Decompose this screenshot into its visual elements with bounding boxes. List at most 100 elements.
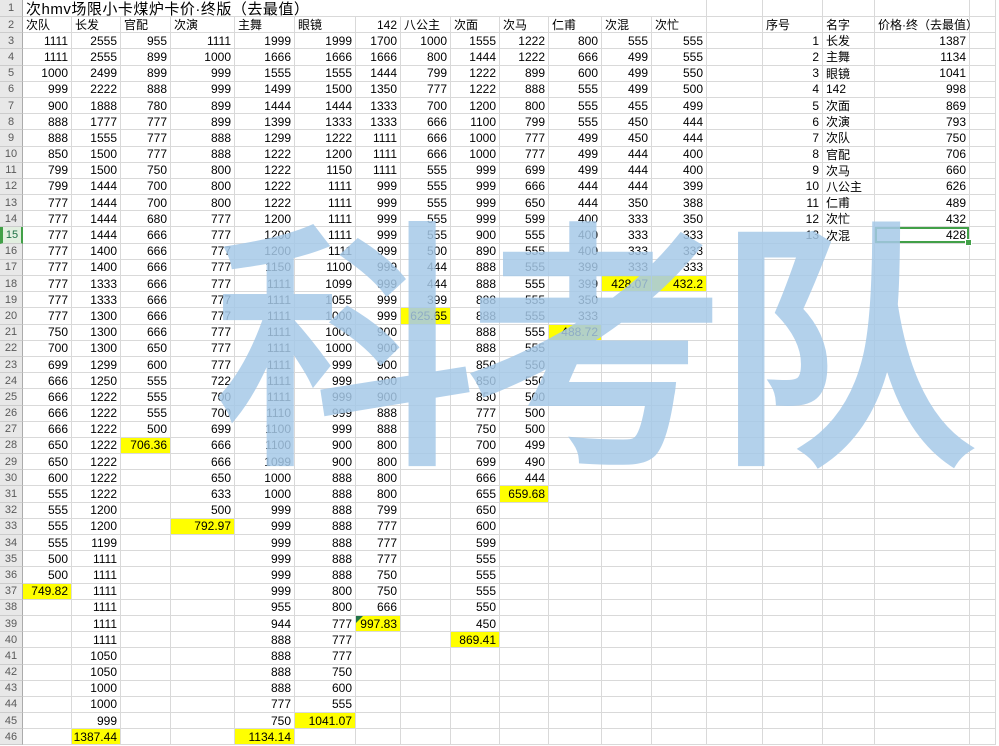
cell-r18-次忙[interactable]: 432.2 bbox=[652, 276, 707, 293]
cell[interactable] bbox=[707, 292, 763, 309]
cell-r42-次演[interactable] bbox=[171, 664, 235, 681]
cell-r15-次忙[interactable]: 333 bbox=[652, 227, 707, 244]
cell-r14-仁甫[interactable]: 400 bbox=[549, 211, 602, 228]
cell-r46-次马[interactable] bbox=[500, 729, 549, 746]
cell-r5-次混[interactable]: 499 bbox=[602, 65, 652, 82]
cell[interactable] bbox=[763, 648, 823, 665]
cell-r38-次混[interactable] bbox=[602, 599, 652, 616]
row-header-5[interactable]: 5 bbox=[0, 65, 23, 82]
cell[interactable] bbox=[970, 243, 996, 260]
cell-r30-142[interactable]: 800 bbox=[356, 470, 401, 487]
cell-r37-次演[interactable] bbox=[171, 583, 235, 600]
cell-r15-主舞[interactable]: 1200 bbox=[235, 227, 295, 244]
cell-r36-142[interactable]: 750 bbox=[356, 567, 401, 584]
cell[interactable] bbox=[970, 615, 996, 633]
rank-index-8[interactable]: 8 bbox=[763, 146, 823, 163]
cell-r33-主舞[interactable]: 999 bbox=[235, 518, 295, 535]
row-header-43[interactable]: 43 bbox=[0, 680, 23, 697]
cell-r35-八公主[interactable] bbox=[401, 551, 451, 568]
cell-r11-官配[interactable]: 750 bbox=[121, 162, 171, 179]
cell[interactable] bbox=[763, 0, 823, 17]
cell-r44-主舞[interactable]: 777 bbox=[235, 696, 295, 714]
cell-r4-八公主[interactable]: 800 bbox=[401, 49, 451, 66]
cell-r34-次马[interactable] bbox=[500, 535, 549, 552]
cell-r6-官配[interactable]: 888 bbox=[121, 81, 171, 98]
cell[interactable] bbox=[875, 502, 970, 519]
rank-price-4[interactable]: 998 bbox=[875, 81, 970, 98]
cell[interactable] bbox=[970, 632, 996, 649]
cell-r32-眼镜[interactable]: 888 bbox=[295, 502, 356, 519]
rank-header-index[interactable]: 序号 bbox=[763, 17, 823, 34]
cell-r31-次忙[interactable] bbox=[652, 486, 707, 503]
cell[interactable] bbox=[763, 551, 823, 568]
cell-r45-次队[interactable] bbox=[23, 713, 72, 730]
cell-r19-142[interactable]: 999 bbox=[356, 292, 401, 309]
cell[interactable] bbox=[707, 130, 763, 147]
cell[interactable] bbox=[875, 389, 970, 406]
cell-r13-主舞[interactable]: 1222 bbox=[235, 195, 295, 212]
cell-r9-主舞[interactable]: 1299 bbox=[235, 130, 295, 147]
cell[interactable] bbox=[823, 664, 875, 681]
rank-index-13[interactable]: 13 bbox=[763, 227, 823, 244]
cell[interactable] bbox=[875, 615, 970, 633]
cell-r8-长发[interactable]: 1777 bbox=[72, 114, 121, 131]
cell-r25-眼镜[interactable]: 999 bbox=[295, 389, 356, 406]
cell[interactable] bbox=[875, 243, 970, 260]
cell-r7-次忙[interactable]: 499 bbox=[652, 97, 707, 115]
cell-r43-官配[interactable] bbox=[121, 680, 171, 697]
cell-r3-主舞[interactable]: 1999 bbox=[235, 33, 295, 50]
rank-name-3[interactable]: 眼镜 bbox=[823, 65, 875, 82]
cell-r18-次混[interactable]: 428.07 bbox=[602, 276, 652, 293]
rank-index-1[interactable]: 1 bbox=[763, 33, 823, 50]
cell-r33-次忙[interactable] bbox=[652, 518, 707, 535]
cell-r17-次忙[interactable]: 333 bbox=[652, 259, 707, 276]
cell-r28-次混[interactable] bbox=[602, 437, 652, 455]
cell-r20-次面[interactable]: 888 bbox=[451, 308, 500, 325]
cell-r29-主舞[interactable]: 1099 bbox=[235, 454, 295, 471]
cell-r42-八公主[interactable] bbox=[401, 664, 451, 681]
row-header-18[interactable]: 18 bbox=[0, 276, 23, 293]
cell-r40-眼镜[interactable]: 777 bbox=[295, 632, 356, 649]
cell-r22-眼镜[interactable]: 1000 bbox=[295, 340, 356, 357]
cell-r37-八公主[interactable] bbox=[401, 583, 451, 600]
cell-r22-主舞[interactable]: 1111 bbox=[235, 340, 295, 357]
cell[interactable] bbox=[707, 178, 763, 196]
cell-r41-仁甫[interactable] bbox=[549, 648, 602, 665]
cell-r34-主舞[interactable]: 999 bbox=[235, 535, 295, 552]
cell[interactable] bbox=[707, 162, 763, 179]
row-header-23[interactable]: 23 bbox=[0, 356, 23, 374]
cell[interactable] bbox=[763, 713, 823, 730]
cell[interactable] bbox=[823, 437, 875, 455]
cell[interactable] bbox=[970, 276, 996, 293]
cell-r9-长发[interactable]: 1555 bbox=[72, 130, 121, 147]
cell-r42-次混[interactable] bbox=[602, 664, 652, 681]
cell[interactable] bbox=[707, 437, 763, 455]
cell-r33-眼镜[interactable]: 888 bbox=[295, 518, 356, 535]
cell-r24-眼镜[interactable]: 999 bbox=[295, 373, 356, 390]
cell-r6-次忙[interactable]: 500 bbox=[652, 81, 707, 98]
cell-r10-次演[interactable]: 888 bbox=[171, 146, 235, 163]
cell[interactable] bbox=[970, 162, 996, 179]
cell-r43-142[interactable] bbox=[356, 680, 401, 697]
cell[interactable] bbox=[875, 308, 970, 325]
rank-price-13[interactable]: 428 bbox=[875, 227, 972, 246]
row-header-22[interactable]: 22 bbox=[0, 340, 23, 357]
cell-r32-次面[interactable]: 650 bbox=[451, 502, 500, 519]
row-header-21[interactable]: 21 bbox=[0, 324, 23, 341]
row-header-35[interactable]: 35 bbox=[0, 551, 23, 568]
cell-r24-次混[interactable] bbox=[602, 373, 652, 390]
cell-r22-次队[interactable]: 700 bbox=[23, 340, 72, 357]
cell-r6-142[interactable]: 1350 bbox=[356, 81, 401, 98]
cell-r22-次混[interactable] bbox=[602, 340, 652, 357]
cell[interactable] bbox=[875, 373, 970, 390]
row-header-44[interactable]: 44 bbox=[0, 696, 23, 714]
cell[interactable] bbox=[970, 486, 996, 503]
column-header-官配[interactable]: 官配 bbox=[121, 17, 171, 34]
row-header-33[interactable]: 33 bbox=[0, 518, 23, 535]
cell[interactable] bbox=[823, 421, 875, 438]
cell-r10-长发[interactable]: 1500 bbox=[72, 146, 121, 163]
cell-r42-主舞[interactable]: 888 bbox=[235, 664, 295, 681]
cell[interactable] bbox=[970, 356, 996, 374]
cell-r32-次演[interactable]: 500 bbox=[171, 502, 235, 519]
cell[interactable] bbox=[763, 518, 823, 535]
